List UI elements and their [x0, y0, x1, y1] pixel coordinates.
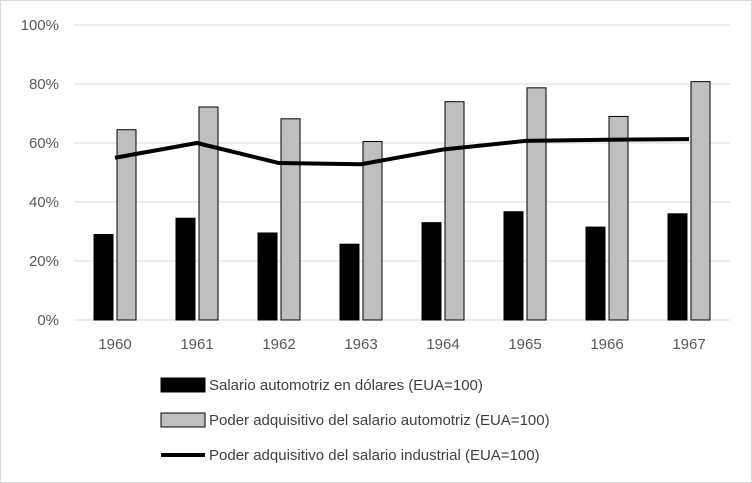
- bar-salario-dolares-1962: [257, 232, 278, 321]
- bars: [93, 81, 711, 321]
- y-tick-label: 60%: [29, 135, 59, 152]
- x-tick-label: 1963: [344, 336, 377, 353]
- x-tick-label: 1960: [98, 336, 131, 353]
- x-tick-label: 1964: [426, 336, 459, 353]
- y-tick-label: 80%: [29, 76, 59, 93]
- bar-poder-automotriz-1961: [198, 106, 219, 321]
- x-tick-label: 1961: [180, 336, 213, 353]
- bar-salario-dolares-1967: [667, 213, 688, 321]
- bar-salario-dolares-1966: [585, 226, 606, 321]
- bar-poder-automotriz-1964: [444, 101, 465, 321]
- legend-label: Salario automotriz en dólares (EUA=100): [209, 377, 483, 394]
- x-tick-label: 1962: [262, 336, 295, 353]
- x-tick-label: 1966: [590, 336, 623, 353]
- y-tick-label: 0%: [37, 312, 59, 329]
- bar-poder-automotriz-1967: [690, 81, 711, 321]
- bar-salario-dolares-1961: [175, 217, 196, 321]
- gridlines: [74, 24, 730, 321]
- x-tick-label: 1965: [508, 336, 541, 353]
- y-tick-label: 20%: [29, 253, 59, 270]
- bar-salario-dolares-1964: [421, 222, 442, 321]
- legend-swatch: [160, 377, 206, 393]
- legend-label: Poder adquisitivo del salario automotriz…: [209, 412, 550, 429]
- x-axis-ticks: 1960 1961 1962 1963 1964 1965 1966 1967: [98, 336, 705, 353]
- series-line: [114, 137, 690, 167]
- bar-poder-automotriz-1965: [526, 87, 547, 321]
- series-line-poder-industrial: [114, 137, 690, 167]
- bar-poder-automotriz-1962: [280, 118, 301, 321]
- legend-swatch: [160, 412, 206, 428]
- y-axis-ticks: 0% 20% 40% 60% 80% 100%: [21, 17, 59, 329]
- bar-salario-dolares-1965: [503, 211, 524, 321]
- y-tick-label: 100%: [21, 17, 59, 34]
- y-tick-label: 40%: [29, 194, 59, 211]
- bar-poder-automotriz-1960: [116, 129, 137, 321]
- x-tick-label: 1967: [672, 336, 705, 353]
- bar-salario-dolares-1963: [339, 243, 360, 321]
- legend-label: Poder adquisitivo del salario industrial…: [209, 447, 540, 464]
- legend: Salario automotriz en dólares (EUA=100) P…: [160, 377, 550, 464]
- bar-poder-automotriz-1963: [362, 141, 383, 321]
- bar-poder-automotriz-1966: [608, 115, 629, 321]
- bar-salario-dolares-1960: [93, 233, 114, 321]
